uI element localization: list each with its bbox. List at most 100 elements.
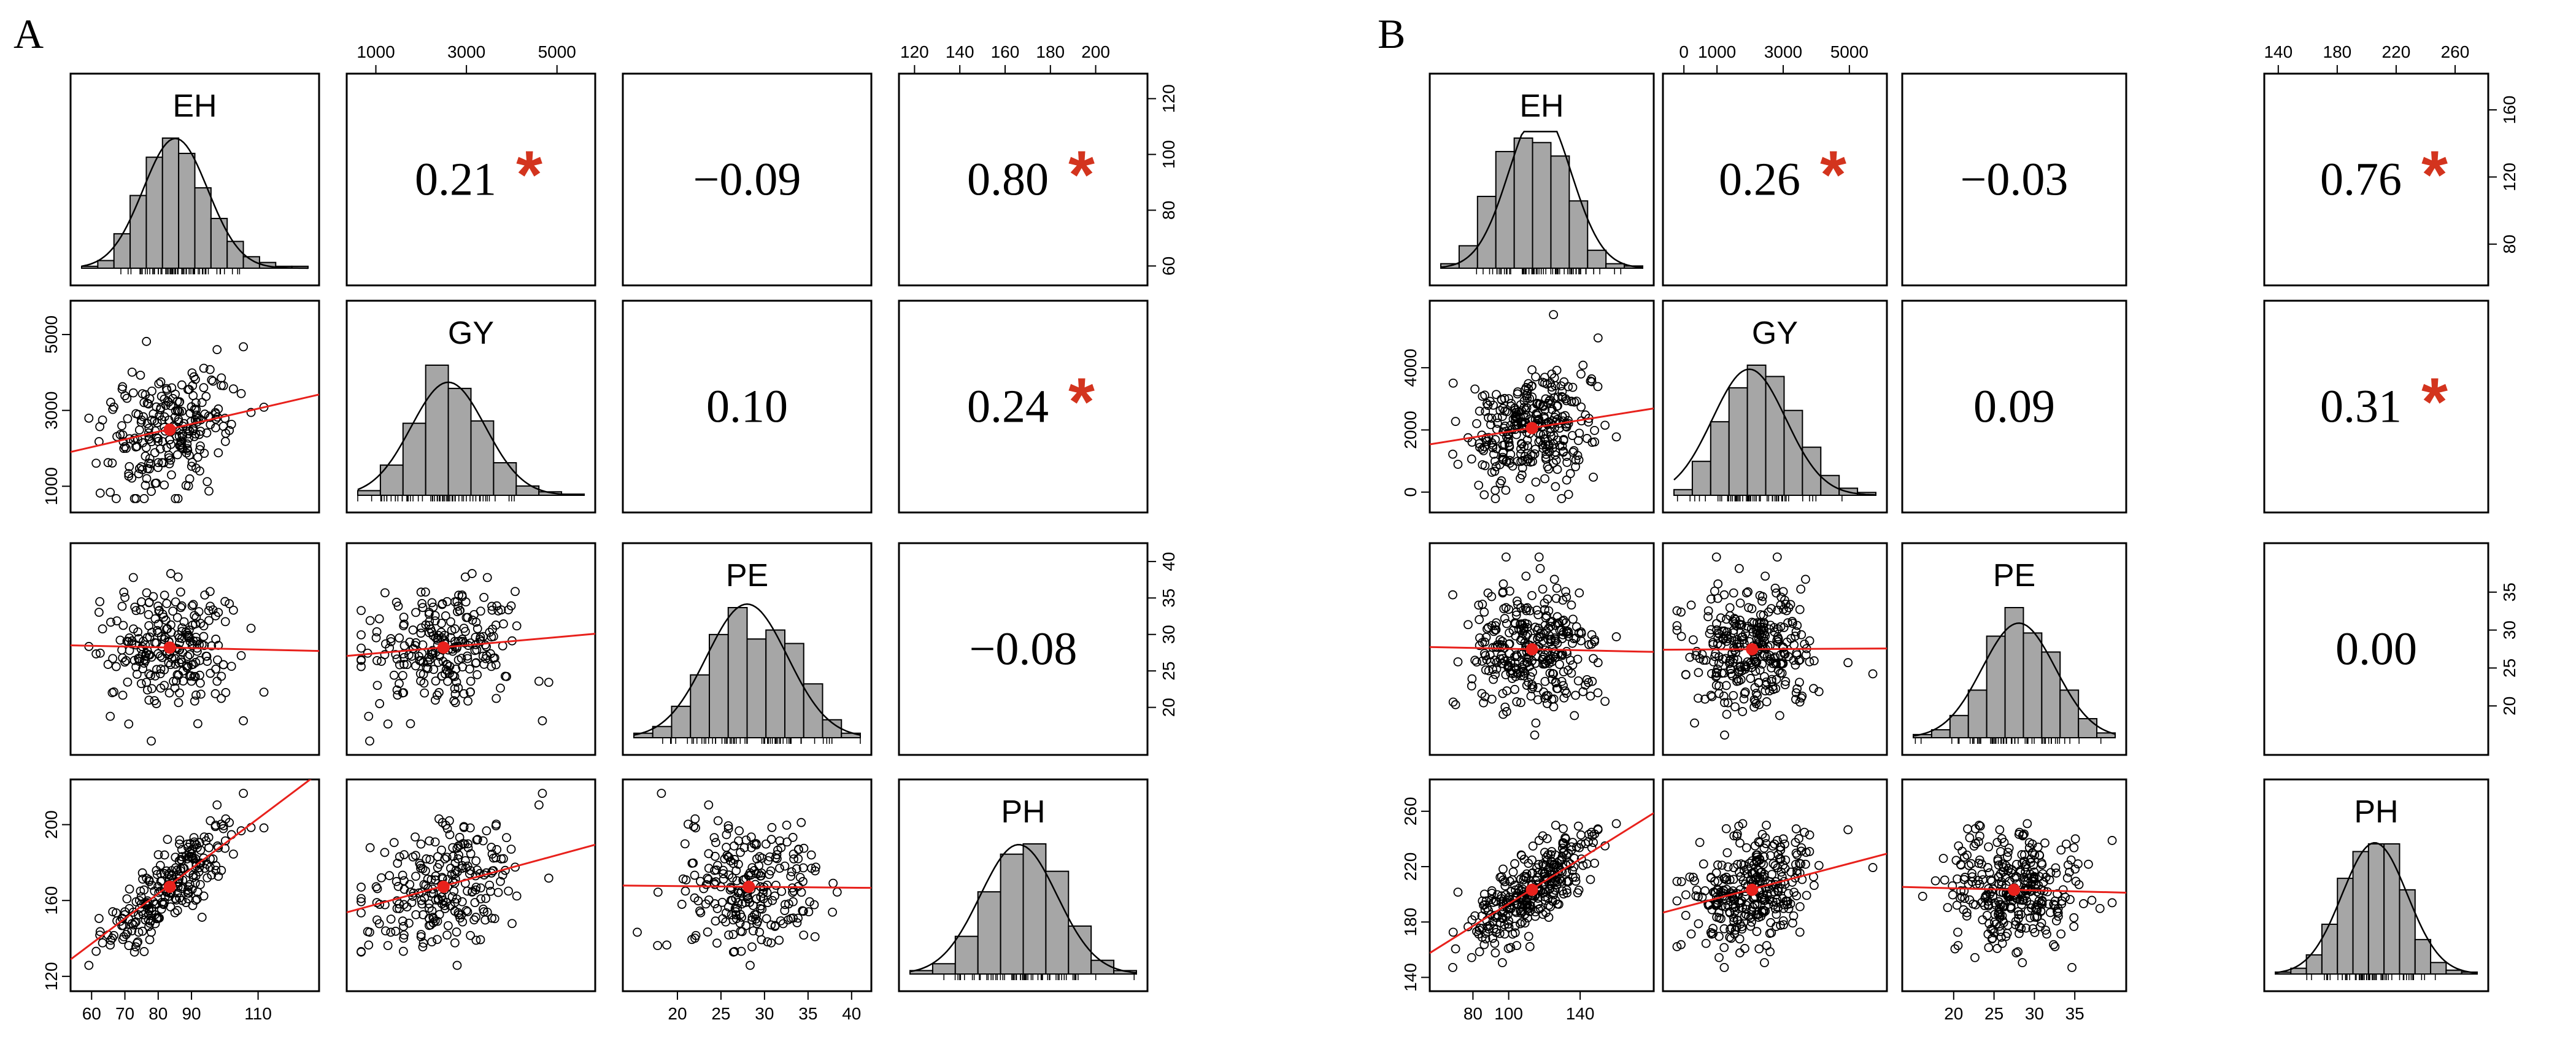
scatter-point	[1773, 637, 1783, 647]
scatter-point	[1492, 618, 1501, 628]
histogram-bar	[1783, 409, 1803, 496]
scatter-point	[161, 401, 171, 410]
scatter-point	[1500, 421, 1510, 431]
scatter-point	[784, 899, 793, 909]
scatter-point	[1512, 597, 1522, 606]
scatter-point	[94, 914, 104, 923]
scatter-point	[1546, 850, 1556, 859]
scatter-point	[217, 373, 226, 383]
correlation-value: 0.10	[706, 381, 788, 433]
density-curve	[357, 381, 585, 497]
scatter-point	[1982, 911, 1992, 920]
scatter-point	[174, 871, 184, 881]
scatter-point	[1551, 620, 1560, 630]
scatter-point	[1561, 834, 1570, 844]
scatter-point	[365, 843, 375, 852]
scatter-point	[1525, 493, 1535, 503]
scatter-point	[1479, 446, 1488, 455]
scatter-point	[2037, 899, 2047, 909]
scatter-point	[95, 489, 105, 498]
scatter-point	[1757, 659, 1767, 669]
scatter-point	[1778, 659, 1788, 668]
tick-label: 0	[1679, 42, 1689, 61]
scatter-point	[144, 875, 154, 885]
scatter-point	[106, 711, 115, 721]
scatter-point	[1953, 874, 1962, 884]
correlation-value: 0.00	[2335, 624, 2417, 675]
histogram-bar	[931, 963, 956, 975]
scatter-point	[393, 859, 403, 868]
scatter-point	[687, 859, 697, 868]
scatter-point	[1672, 942, 1682, 951]
scatter-point	[1501, 603, 1511, 613]
scatter-point	[1540, 650, 1549, 660]
scatter-point	[447, 625, 457, 635]
scatter-point	[1953, 941, 1963, 950]
scatter-point	[146, 671, 155, 681]
scatter-point	[441, 904, 450, 913]
scatter-point	[1540, 373, 1549, 382]
scatter-point	[145, 918, 155, 928]
histogram-bar	[652, 725, 673, 738]
cell-frame	[2263, 72, 2489, 287]
scatter-point	[1778, 834, 1788, 844]
scatter-point	[1453, 657, 1463, 667]
scatter-point	[538, 789, 547, 798]
scatter-point	[456, 840, 466, 850]
scatter-point	[466, 849, 476, 859]
scatter-point	[1729, 588, 1738, 598]
scatter-point	[490, 914, 499, 924]
scatter-point	[111, 493, 121, 503]
scatter-point	[221, 688, 231, 697]
cell-ph-pe	[622, 778, 873, 992]
scatter-point	[450, 671, 460, 681]
scatter-point	[136, 370, 145, 380]
scatter-point	[1984, 943, 1994, 953]
scatter-point	[722, 843, 731, 852]
scatter-point	[1472, 657, 1481, 667]
significance-star: *	[2421, 137, 2448, 213]
scatter-point	[212, 800, 222, 810]
scatter-point	[1557, 676, 1567, 686]
scatter-point	[454, 850, 463, 860]
scatter-point	[395, 899, 404, 909]
scatter-point	[1760, 571, 1770, 581]
scatter-point	[752, 910, 761, 919]
scatter-point	[1796, 859, 1806, 868]
scatter-point	[1502, 407, 1512, 417]
scatter-point	[828, 878, 838, 888]
scatter-point	[167, 470, 176, 480]
scatter-point	[1978, 915, 1988, 925]
scatter-point	[133, 937, 143, 947]
scatter-point	[425, 914, 434, 924]
scatter-point	[139, 493, 149, 503]
histogram-bar	[447, 387, 472, 496]
scatter-point	[1542, 444, 1551, 454]
scatter-point	[375, 699, 385, 708]
scatter-point	[2032, 913, 2042, 922]
scatter-point	[145, 935, 155, 945]
scatter-point	[357, 897, 366, 906]
scatter-point	[1970, 953, 1980, 962]
scatter-point	[399, 900, 409, 910]
scatter-point	[124, 469, 134, 479]
scatter-point	[771, 880, 781, 890]
scatter-point	[1570, 711, 1579, 721]
scatter-point	[133, 627, 143, 637]
scatter-point	[1479, 649, 1489, 659]
scatter-point	[1582, 434, 1592, 443]
scatter-point	[1735, 898, 1745, 908]
scatter-point	[1843, 658, 1853, 668]
correlation-value: −0.03	[1961, 154, 2069, 206]
scatter-point	[478, 836, 488, 846]
scatter-point	[1792, 866, 1802, 876]
scatter-point	[420, 688, 430, 698]
scatter-point	[155, 669, 165, 679]
scatter-point	[118, 690, 128, 700]
scatter-point	[498, 870, 507, 880]
scatter-point	[142, 419, 152, 428]
scatter-point	[1725, 875, 1735, 884]
scatter-point	[1710, 586, 1719, 596]
scatter-point	[684, 819, 693, 829]
